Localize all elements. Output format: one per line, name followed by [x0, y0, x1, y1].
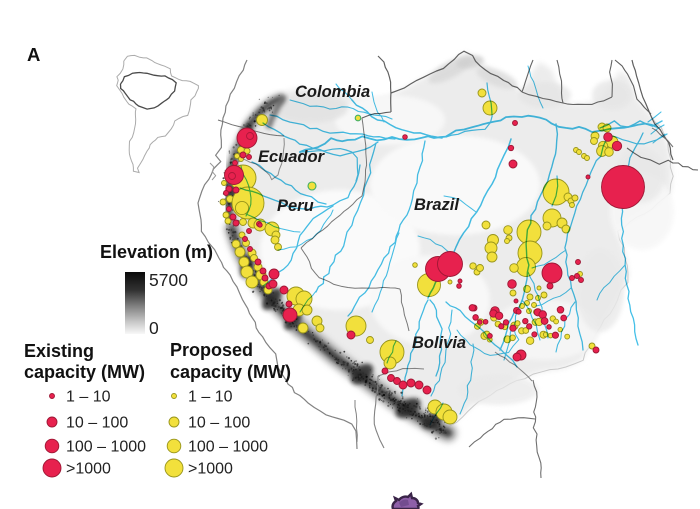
svg-text:1 – 10: 1 – 10 — [188, 389, 233, 406]
svg-text:>1000: >1000 — [188, 461, 233, 478]
svg-text:Elevation (m): Elevation (m) — [100, 242, 213, 262]
svg-text:Existing: Existing — [24, 341, 94, 361]
svg-text:capacity (MW): capacity (MW) — [24, 362, 145, 382]
svg-text:10 – 100: 10 – 100 — [66, 415, 128, 432]
svg-text:Bolivia: Bolivia — [412, 334, 466, 352]
svg-text:Brazil: Brazil — [414, 196, 459, 214]
svg-text:100 – 1000: 100 – 1000 — [188, 439, 268, 456]
svg-text:0: 0 — [149, 318, 159, 338]
svg-text:10 – 100: 10 – 100 — [188, 415, 250, 432]
svg-text:100 – 1000: 100 – 1000 — [66, 439, 146, 456]
svg-text:Peru: Peru — [277, 197, 314, 215]
svg-text:capacity (MW): capacity (MW) — [170, 362, 291, 382]
svg-text:Proposed: Proposed — [170, 340, 253, 360]
svg-text:Colombia: Colombia — [295, 83, 370, 101]
svg-text:>1000: >1000 — [66, 461, 111, 478]
svg-text:Ecuador: Ecuador — [258, 148, 326, 166]
svg-text:5700: 5700 — [149, 270, 188, 290]
svg-text:1 – 10: 1 – 10 — [66, 389, 111, 406]
svg-text:A: A — [27, 44, 40, 65]
